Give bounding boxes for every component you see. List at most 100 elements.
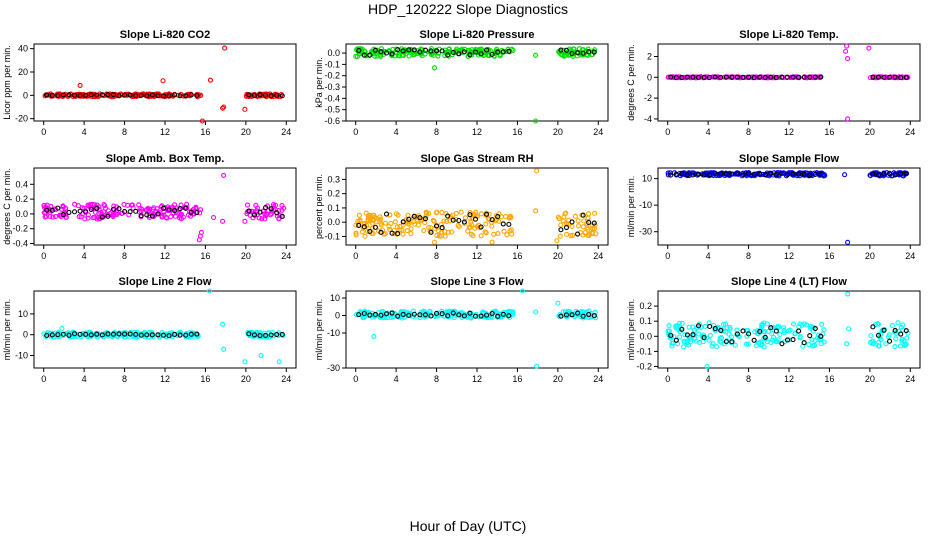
mean-point — [740, 328, 746, 334]
x-tick-label: 4 — [82, 374, 87, 384]
data-point — [78, 214, 84, 220]
mean-point — [389, 51, 395, 57]
mean-point — [898, 171, 904, 177]
data-point — [758, 342, 764, 348]
mean-point — [898, 75, 904, 81]
mean-point — [149, 213, 155, 219]
data-point — [899, 338, 905, 344]
data-points — [665, 291, 911, 370]
mean-point — [887, 170, 893, 176]
mean-point — [428, 313, 434, 319]
data-point — [509, 309, 516, 315]
mean-point — [870, 324, 876, 330]
mean-point — [461, 219, 467, 225]
mean-point — [707, 323, 713, 330]
data-point — [50, 214, 56, 220]
outlier-point — [59, 325, 65, 332]
mean-point — [673, 75, 679, 81]
x-tick-label: 20 — [553, 251, 563, 261]
data-point — [172, 202, 178, 208]
panel-title: Slope Gas Stream RH — [420, 153, 533, 165]
data-point — [886, 332, 892, 338]
data-point — [377, 214, 383, 220]
y-tick-label: -0.3 — [324, 82, 340, 92]
mean-point — [183, 205, 189, 211]
outlier-point — [533, 208, 539, 214]
mean-point — [746, 170, 752, 176]
mean-point — [77, 208, 83, 214]
x-tick-label: 24 — [593, 251, 603, 261]
mean-point — [723, 171, 729, 177]
data-point — [114, 211, 120, 217]
mean-point — [105, 331, 111, 337]
mean-point — [762, 172, 768, 178]
data-point — [696, 331, 702, 337]
mean-point — [257, 332, 263, 339]
data-point — [769, 331, 775, 337]
data-point — [374, 53, 380, 59]
mean-point — [428, 48, 434, 54]
data-point — [197, 93, 203, 99]
mean-point — [762, 74, 768, 81]
mean-point — [746, 331, 752, 337]
mean-point — [712, 74, 718, 80]
mean-point — [66, 332, 72, 338]
mean-point — [439, 311, 445, 317]
data-points — [41, 172, 287, 243]
x-tick-label: 0 — [665, 127, 670, 137]
mean-point — [591, 49, 597, 55]
y-tick-label: -0.1 — [636, 346, 652, 356]
data-point — [893, 336, 899, 342]
data-point — [592, 210, 598, 216]
mean-point — [740, 74, 746, 80]
data-point — [446, 308, 452, 314]
y-tick-label: -10 — [15, 351, 28, 361]
y-tick-label: -0.2 — [324, 71, 340, 81]
mean-point — [194, 209, 200, 216]
mean-point — [263, 205, 269, 211]
mean-point — [768, 74, 774, 80]
data-point — [558, 222, 564, 228]
data-point — [587, 231, 593, 237]
x-tick-label: 4 — [706, 251, 711, 261]
mean-point — [500, 221, 506, 227]
data-point — [400, 231, 406, 237]
x-tick-label: 16 — [824, 251, 834, 261]
data-point — [504, 232, 510, 238]
data-point — [408, 231, 414, 237]
data-point — [728, 334, 735, 340]
outlier-point — [489, 239, 495, 245]
mean-point — [506, 48, 512, 54]
mean-point — [110, 92, 116, 98]
panel-title: Slope Amb. Box Temp. — [106, 153, 225, 165]
data-point — [431, 218, 437, 224]
data-point — [893, 330, 899, 336]
data-point — [145, 205, 151, 211]
data-point — [572, 213, 578, 219]
mean-point — [406, 47, 412, 53]
x-tick-label: 20 — [865, 127, 875, 137]
data-point — [144, 206, 150, 212]
mean-point — [378, 229, 384, 235]
mean-point — [892, 74, 898, 80]
data-point — [426, 224, 432, 230]
data-point — [279, 203, 285, 209]
mean-point — [558, 47, 564, 53]
x-tick-label: 20 — [553, 127, 563, 137]
mean-point — [251, 332, 258, 338]
mean-point — [450, 310, 456, 316]
x-tick-label: 12 — [784, 127, 794, 137]
mean-point — [122, 92, 128, 98]
mean-point — [116, 93, 122, 99]
mean-point — [177, 206, 183, 212]
x-tick-label: 24 — [593, 374, 603, 384]
y-tick-label: 0 — [23, 90, 28, 100]
outlier-point — [554, 238, 560, 244]
y-tick-label: 0 — [647, 72, 652, 82]
mean-point — [434, 48, 440, 54]
data-point — [777, 331, 783, 337]
mean-point — [757, 329, 763, 335]
mean-point — [361, 52, 367, 58]
data-points — [353, 288, 599, 369]
panel-2: Slope Li-820 Pressure kPa per min. 0 4 8 12 16… — [314, 29, 609, 137]
